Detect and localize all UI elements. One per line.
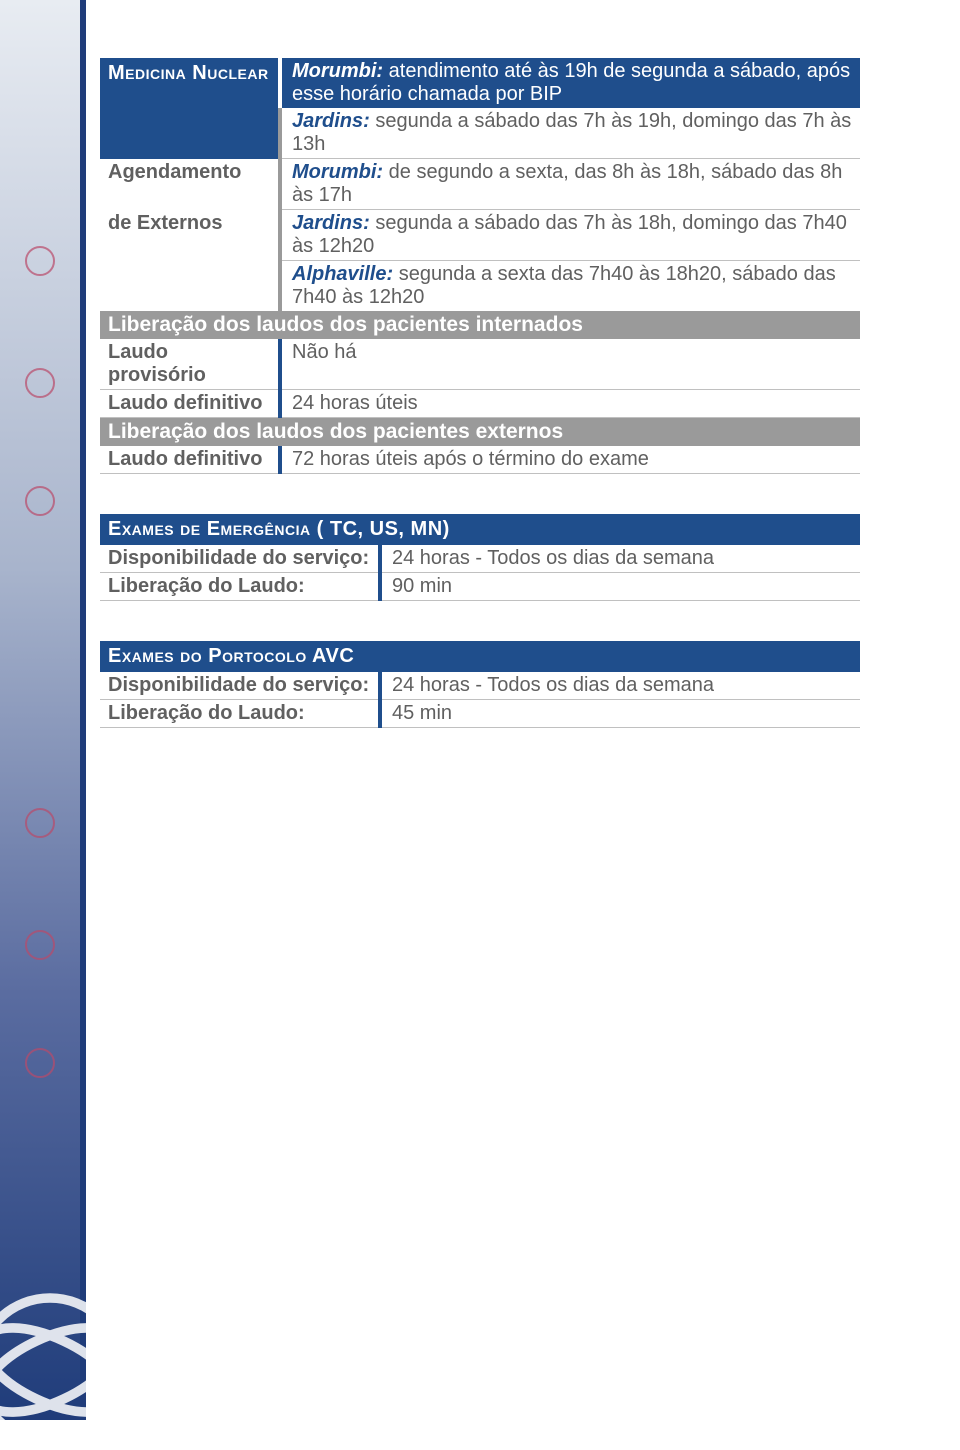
- label-avc-disp: Disponibilidade do serviço:: [100, 672, 380, 700]
- label-avc-lib: Liberação do Laudo:: [100, 700, 380, 728]
- left-gradient-band: [0, 0, 80, 1420]
- mn-morumbi-row: Morumbi: atendimento até às 19h de segun…: [280, 58, 860, 108]
- header-emergencia: Exames de Emergência ( TC, US, MN): [100, 514, 860, 545]
- val-definitivo-ext: 72 horas úteis após o término do exame: [280, 446, 860, 474]
- loc-morumbi: Morumbi:: [292, 60, 383, 82]
- val-avc-disp: 24 horas - Todos os dias da semana: [380, 672, 860, 700]
- header-blank: [100, 108, 280, 159]
- loc-jardins2: Jardins:: [292, 212, 370, 234]
- label-definitivo-ext: Laudo definitivo: [100, 446, 280, 474]
- label-em-disp: Disponibilidade do serviço:: [100, 545, 380, 573]
- ag-jardins-row: Jardins: segunda a sábado das 7h às 18h,…: [280, 210, 860, 261]
- decorative-circle: [25, 1048, 55, 1078]
- val-avc-lib: 45 min: [380, 700, 860, 728]
- label-agendamento1: Agendamento: [100, 159, 280, 210]
- val-em-disp: 24 horas - Todos os dias da semana: [380, 545, 860, 573]
- label-definitivo-int: Laudo definitivo: [100, 390, 280, 418]
- decorative-circle: [25, 368, 55, 398]
- header-medicina-nuclear: Medicina Nuclear: [100, 58, 280, 108]
- header-avc: Exames do Portocolo AVC: [100, 641, 860, 672]
- val-definitivo-int: 24 horas úteis: [280, 390, 860, 418]
- ag-jardins-text: segunda a sábado das 7h às 18h, domingo …: [292, 212, 847, 257]
- ag-morumbi-row: Morumbi: de segundo a sexta, das 8h às 1…: [280, 159, 860, 210]
- decorative-circle: [25, 930, 55, 960]
- label-blank: [100, 261, 280, 312]
- label-agendamento2: de Externos: [100, 210, 280, 261]
- medicina-nuclear-table: Medicina Nuclear Morumbi: atendimento at…: [100, 58, 860, 474]
- decorative-circle: [25, 486, 55, 516]
- val-em-lib: 90 min: [380, 573, 860, 601]
- vertical-blue-bar: [80, 0, 86, 1420]
- section-internados: Liberação dos laudos dos pacientes inter…: [100, 311, 860, 339]
- loc-alphaville: Alphaville:: [292, 263, 393, 285]
- loc-jardins: Jardins:: [292, 110, 370, 132]
- decorative-circle: [25, 808, 55, 838]
- label-em-lib: Liberação do Laudo:: [100, 573, 380, 601]
- mn-jardins-row: Jardins: segunda a sábado das 7h às 19h,…: [280, 108, 860, 159]
- content-area: Medicina Nuclear Morumbi: atendimento at…: [100, 58, 860, 768]
- globe-logo-icon: [0, 1290, 130, 1450]
- label-provisorio: Laudo provisório: [100, 339, 280, 390]
- loc-morumbi2: Morumbi:: [292, 161, 383, 183]
- ag-alphaville-row: Alphaville: segunda a sexta das 7h40 às …: [280, 261, 860, 312]
- decorative-circle: [25, 246, 55, 276]
- section-externos: Liberação dos laudos dos pacientes exter…: [100, 418, 860, 447]
- emergencia-table: Exames de Emergência ( TC, US, MN) Dispo…: [100, 514, 860, 601]
- avc-table: Exames do Portocolo AVC Disponibilidade …: [100, 641, 860, 728]
- mn-jardins-text: segunda a sábado das 7h às 19h, domingo …: [292, 110, 851, 155]
- val-provisorio: Não há: [280, 339, 860, 390]
